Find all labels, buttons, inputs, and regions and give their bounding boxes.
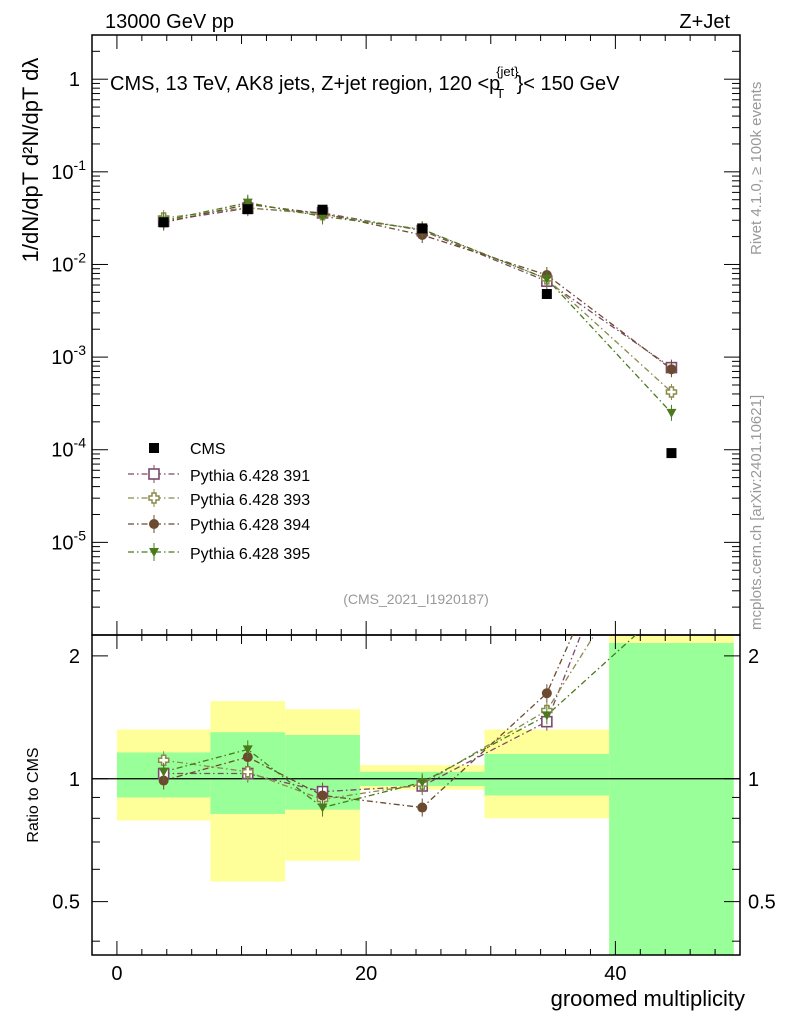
x-tick-label: 0 [111, 963, 122, 985]
ratio-line-s394 [163, 635, 574, 809]
ratio-point-s395 [158, 767, 169, 777]
data-point [158, 217, 169, 228]
legend-marker-s395 [149, 548, 159, 557]
data-point [417, 223, 428, 234]
ratio-point-s393 [242, 766, 254, 778]
svg-text:1/dN/dpT d²N/dpT dλ: 1/dN/dpT d²N/dpT dλ [18, 58, 43, 263]
series-line-s394 [163, 203, 672, 370]
legend-marker-cms [149, 443, 159, 453]
y-tick-exponent: -5 [74, 527, 87, 543]
data-point [317, 204, 328, 215]
y-tick-label: 10-2 [51, 249, 86, 276]
plot-title-sub: T [496, 86, 504, 101]
x-tick-label: 20 [355, 963, 377, 985]
ratio-point-s395 [541, 711, 552, 721]
ratio-point-s395 [317, 803, 328, 813]
header-left-title: 13000 GeV pp [105, 11, 234, 33]
data-point [242, 204, 253, 215]
y-tick-label: 10-1 [51, 157, 86, 184]
ratio-tick-label-left: 1 [69, 769, 80, 791]
ratio-point-s393 [157, 754, 170, 767]
y-tick-base: 10 [51, 162, 73, 184]
plot-title: CMS, 13 TeV, AK8 jets, Z+jet region, 120… [110, 64, 620, 101]
ratio-point-s394 [417, 802, 428, 813]
legend-marker-s393 [148, 492, 160, 504]
legend-label-391: Pythia 6.428 391 [190, 468, 310, 485]
ratio-tick-label-right: 1 [748, 769, 759, 791]
y-axis-label-text: 1/dN/dpT d²N/dpT dλ [18, 58, 43, 263]
y-tick-exponent: -3 [74, 342, 87, 358]
point-s395 [242, 198, 253, 208]
data-point [666, 448, 677, 459]
ratio-line-s391 [163, 635, 582, 793]
series-lines [163, 201, 672, 809]
analysis-id: (CMS_2021_I1920187) [343, 591, 489, 607]
main-frame [91, 34, 741, 636]
y-tick-label: 10-3 [51, 342, 86, 369]
point-s395 [666, 408, 677, 418]
y-tick-exponent: -2 [74, 249, 87, 265]
x-axis-label: groomed multiplicity [551, 986, 745, 1011]
y-axis-label: 1/dN/dpT d²N/dpT dλ [18, 58, 43, 263]
ratio-bands [116, 635, 734, 955]
series-markers [157, 194, 678, 817]
y-tick-label: 10-5 [51, 527, 86, 554]
band-inner [484, 753, 610, 796]
band-inner [609, 643, 734, 955]
y-tick-base: 10 [51, 532, 73, 554]
series-line-s393 [163, 207, 672, 393]
rivet-label: Rivet 4.1.0, ≥ 100k events [748, 82, 765, 255]
mcplots-label: mcplots.cern.ch [arXiv:2401.10621] [748, 395, 765, 630]
y-tick-exponent: -4 [74, 435, 87, 451]
data-point [541, 288, 552, 299]
series-line-s395 [163, 201, 672, 414]
plot-title-sup: {jet} [496, 64, 519, 79]
header-right-title: Z+Jet [679, 11, 730, 33]
ratio-tick-label-left: 0.5 [52, 892, 80, 914]
x-tick-label: 40 [604, 963, 626, 985]
legend-marker-s394 [149, 519, 159, 529]
y-tick-label: 10-4 [51, 435, 86, 462]
legend-marker-s391 [148, 468, 160, 480]
ratio-line-s395 [163, 635, 637, 809]
y-tick-label: 1 [69, 69, 80, 91]
y-tick-base: 10 [51, 347, 73, 369]
point-s395 [541, 274, 552, 284]
ratio-point-s395 [417, 778, 428, 788]
ratio-tick-label-right: 2 [748, 646, 759, 668]
series-line-s391 [163, 207, 672, 369]
point-s393 [665, 386, 678, 398]
ratio-line-s393 [163, 635, 596, 801]
ratio-tick-label-left: 2 [69, 646, 80, 668]
plot-title-tail: }< 150 GeV [517, 73, 621, 95]
legend-label-395: Pythia 6.428 395 [190, 546, 310, 563]
legend-label-393: Pythia 6.428 393 [190, 492, 310, 509]
ratio-axis-label: Ratio to CMS [25, 747, 42, 842]
legend: CMS Pythia 6.428 391 Pythia 6.428 393 Py… [128, 441, 310, 563]
plot-title-main: CMS, 13 TeV, AK8 jets, Z+jet region, 120… [110, 73, 500, 95]
ratio-point-s394 [317, 790, 328, 801]
ratio-tick-label-right: 0.5 [748, 892, 776, 914]
legend-label-394: Pythia 6.428 394 [190, 517, 310, 534]
y-tick-base: 10 [51, 440, 73, 462]
ratio-point-s395 [242, 745, 253, 755]
y-tick-exponent: -1 [74, 157, 87, 173]
ratio-point-s394 [541, 688, 552, 699]
legend-label-cms: CMS [190, 441, 226, 458]
point-s394 [666, 364, 677, 375]
y-tick-base: 10 [51, 254, 73, 276]
